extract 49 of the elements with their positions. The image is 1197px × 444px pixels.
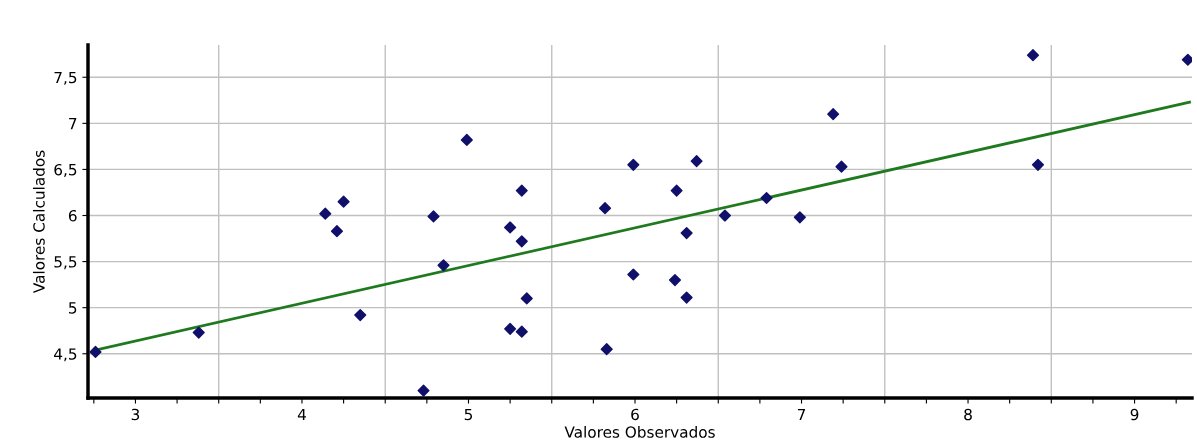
point: [827, 108, 840, 121]
point: [718, 209, 731, 222]
point: [504, 322, 517, 335]
point: [600, 343, 613, 356]
point: [1031, 158, 1045, 171]
x-tick-label: 5: [464, 408, 473, 421]
x-tick-label: 3: [131, 408, 140, 421]
point: [515, 184, 528, 197]
point: [354, 308, 367, 322]
point: [319, 207, 332, 220]
y-tick-label: 6,5: [54, 163, 77, 178]
x-tick-label: 7: [797, 408, 806, 421]
point: [417, 384, 430, 397]
y-tick-label: 4,5: [54, 348, 77, 362]
point: [627, 158, 640, 171]
x-tick-label: 6: [631, 408, 639, 421]
point: [515, 325, 528, 338]
y-tick-label: 5,5: [54, 256, 77, 270]
x-tick-label: 4: [297, 408, 306, 421]
y-tick-label: 6: [68, 209, 77, 222]
point: [680, 226, 693, 240]
point: [427, 210, 440, 223]
point: [437, 259, 450, 272]
y-tick-label: 7: [69, 118, 77, 130]
point: [337, 195, 350, 208]
point: [504, 221, 517, 234]
x-tick-label: 8: [964, 408, 972, 421]
point: [89, 345, 102, 358]
point: [1026, 49, 1040, 62]
point: [598, 202, 612, 215]
point: [668, 273, 682, 287]
point: [690, 155, 703, 168]
point: [627, 268, 640, 281]
y-tick-label: 5: [69, 302, 77, 314]
x-tick-label: 9: [1130, 408, 1139, 421]
point: [1181, 53, 1192, 66]
point: [670, 184, 683, 197]
point: [192, 326, 205, 339]
point: [515, 235, 528, 248]
point: [330, 225, 344, 238]
y-tick-label: 7,5: [54, 71, 77, 85]
point: [520, 292, 533, 305]
point: [835, 160, 848, 173]
point: [793, 211, 806, 224]
point: [460, 133, 473, 147]
y-axis-title: Valores Calculados: [32, 150, 45, 294]
point: [760, 191, 773, 205]
point: [680, 291, 693, 304]
x-axis-title: Valores Observados: [564, 425, 715, 438]
